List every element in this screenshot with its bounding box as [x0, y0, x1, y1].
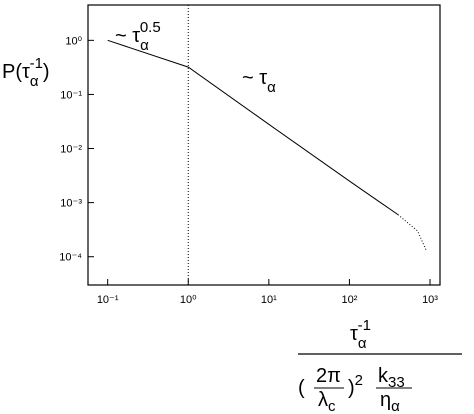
y-tick-label: 10⁻⁴ [59, 252, 82, 264]
data-line [397, 214, 427, 251]
y-tick-label: 10⁻³ [60, 198, 82, 210]
x-label-term: ηα [380, 389, 400, 414]
y-tick-label: 10⁻² [60, 144, 82, 156]
x-tick-label: 10² [341, 294, 357, 306]
y-tick-label: 10⁻¹ [60, 89, 82, 101]
y-tick-label: 10⁰ [65, 35, 82, 47]
x-tick-label: 10¹ [261, 294, 277, 306]
x-tick-label: 10³ [422, 294, 438, 306]
x-label-term: k33 [378, 365, 405, 391]
x-tick-label: 10⁰ [180, 294, 197, 306]
x-label-numerator: τα-1 [350, 317, 371, 352]
annotation: ~ τα [242, 67, 276, 96]
data-line [107, 39, 399, 216]
y-label: P(τα-1) [2, 55, 50, 90]
x-label-paren: ( [298, 377, 305, 399]
annotation: ~ τα0.5 [115, 19, 161, 54]
x-label-term: λc [318, 389, 336, 414]
x-label-paren: )2 [348, 372, 363, 399]
plot-frame [87, 4, 441, 286]
x-tick-label: 10⁻¹ [97, 294, 119, 306]
x-label-term: 2π [316, 365, 341, 387]
